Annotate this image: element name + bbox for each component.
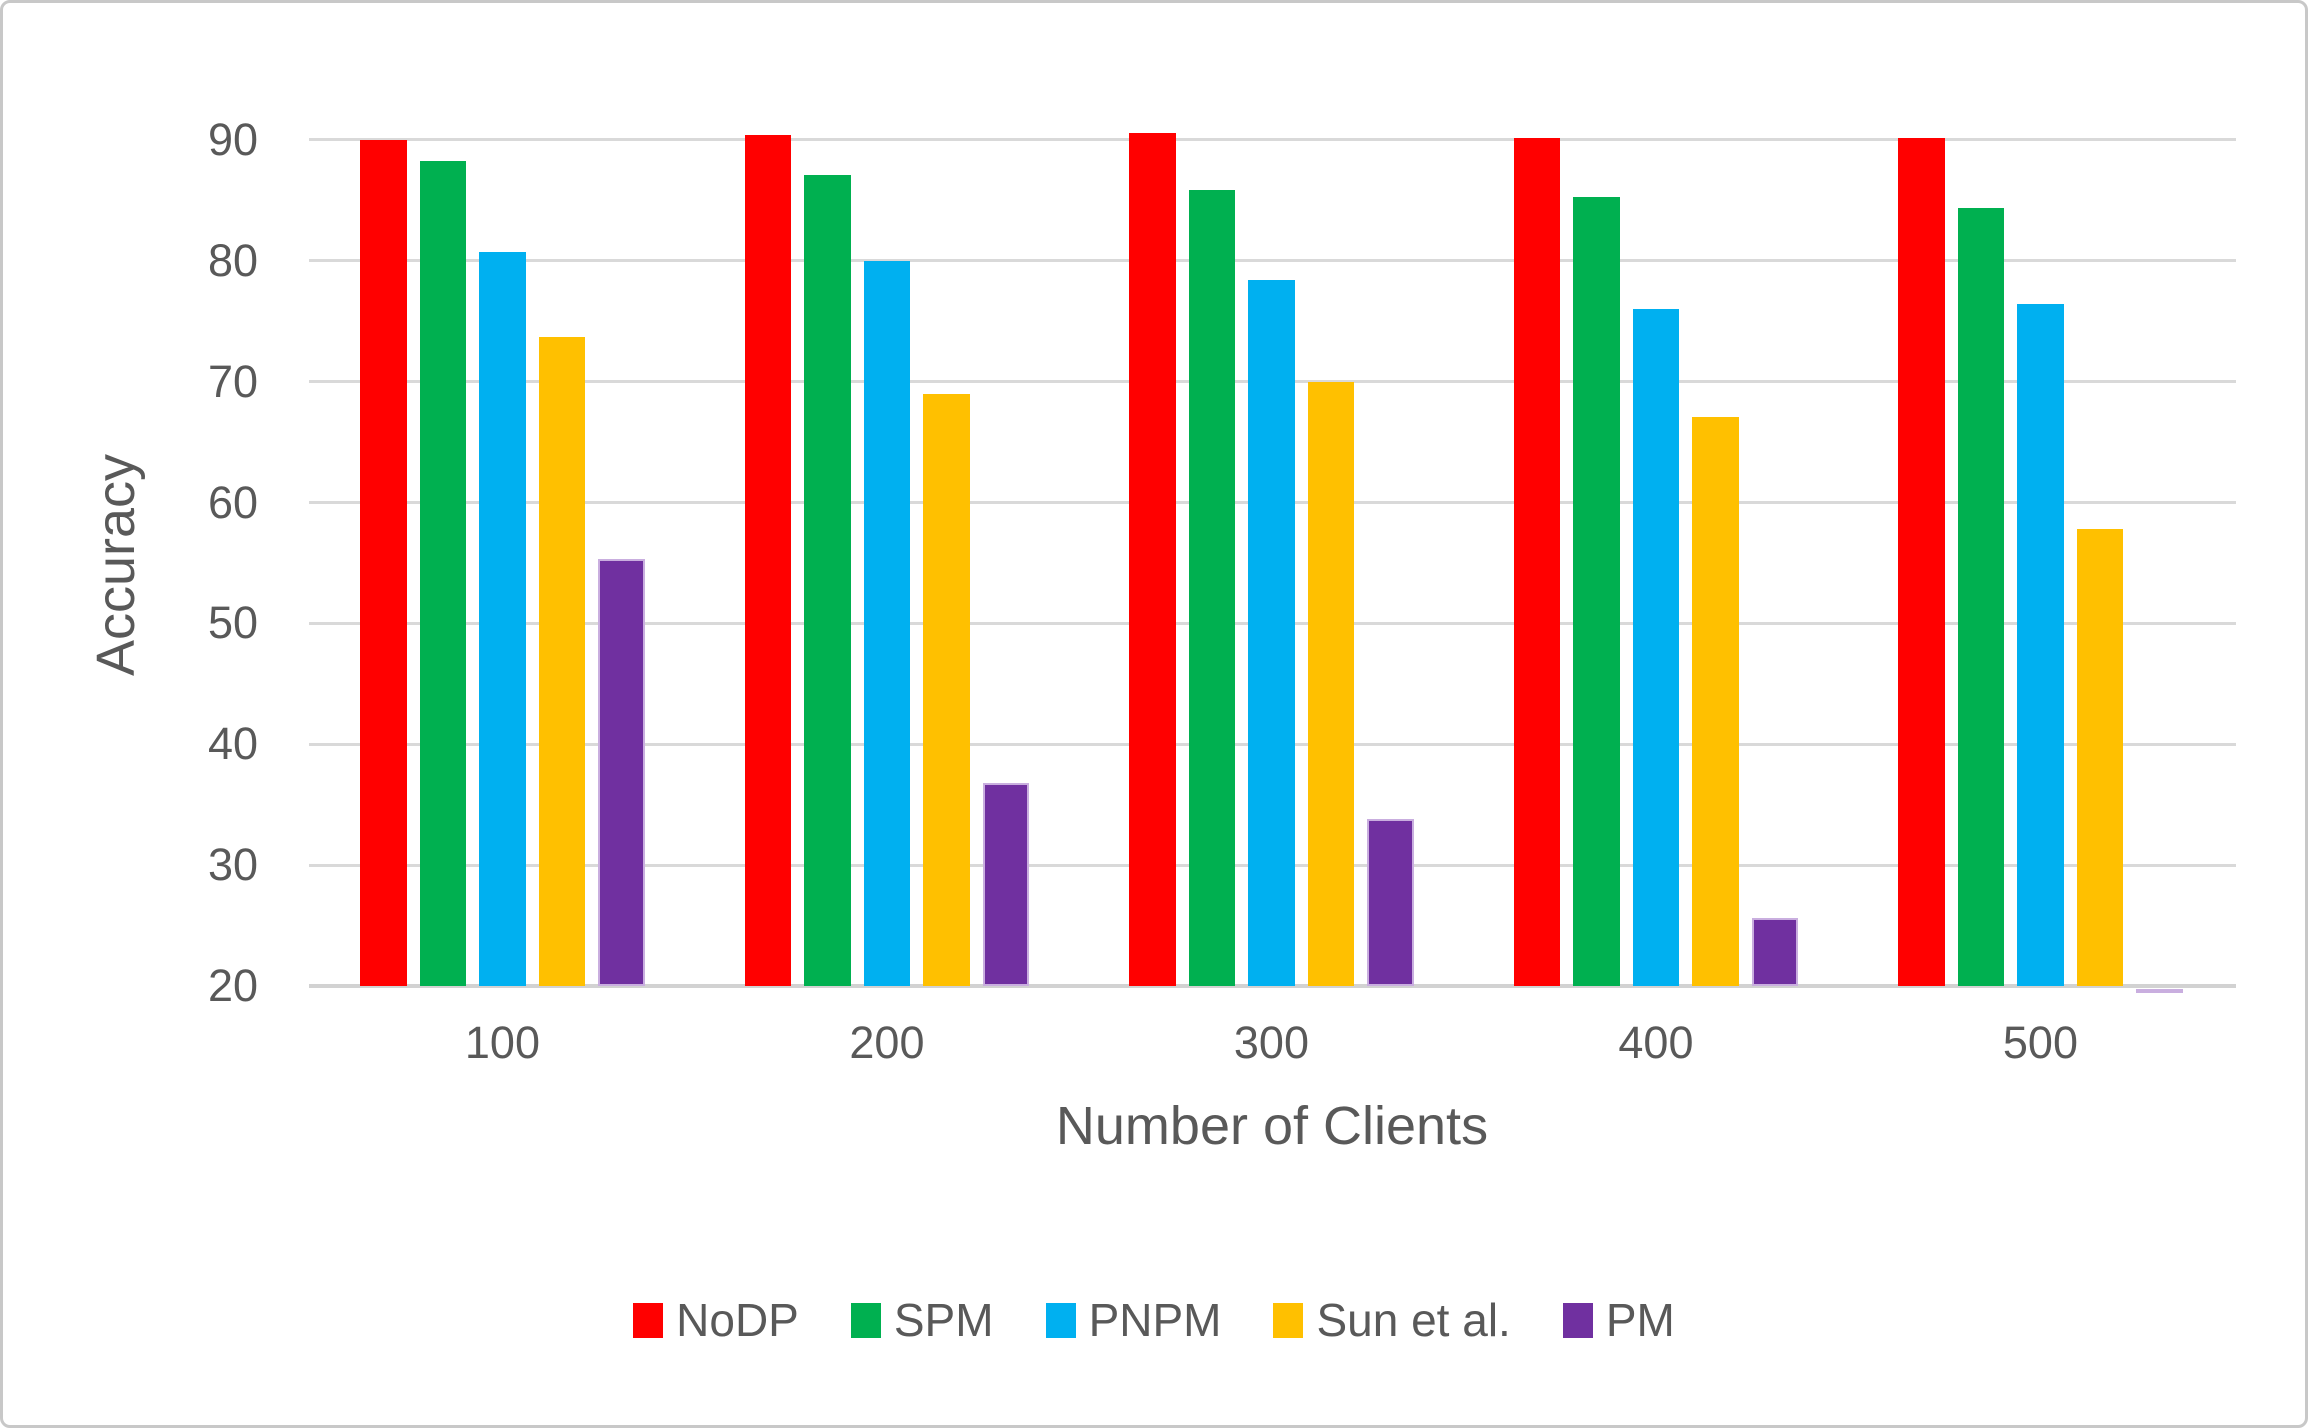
y-tick-label-30: 30 bbox=[207, 839, 258, 891]
bar-pnpm-400 bbox=[1632, 309, 1680, 986]
bar-nodp-500 bbox=[1898, 137, 1945, 986]
y-tick-label-60: 60 bbox=[207, 476, 258, 528]
legend-swatch-pnpm bbox=[1045, 1302, 1076, 1338]
legend-label-pm: PM bbox=[1605, 1294, 1675, 1346]
x-tick-label-100: 100 bbox=[464, 1017, 540, 1068]
legend-label-pnpm: PNPM bbox=[1088, 1294, 1222, 1346]
bar-pm-300 bbox=[1367, 819, 1414, 986]
y-tick-label-50: 50 bbox=[207, 597, 258, 649]
bar-sun-et-al-100 bbox=[538, 336, 586, 986]
bar-pm-100 bbox=[598, 559, 645, 986]
legend-swatch-spm bbox=[850, 1302, 881, 1338]
legend-swatch-sun-et-al bbox=[1273, 1302, 1304, 1338]
gridline-80 bbox=[309, 259, 2236, 263]
legend-swatch-pm bbox=[1562, 1302, 1593, 1338]
y-tick-label-40: 40 bbox=[207, 718, 258, 770]
chart-legend: NoDP SPM PNPM Sun et al. PM bbox=[3, 1293, 2305, 1347]
bar-pm-500 bbox=[2136, 989, 2183, 993]
bar-sun-et-al-300 bbox=[1307, 381, 1355, 986]
legend-item-pnpm: PNPM bbox=[1045, 1293, 1222, 1347]
y-tick-label-80: 80 bbox=[207, 234, 258, 286]
legend-item-sun-et-al: Sun et al. bbox=[1273, 1293, 1511, 1347]
legend-item-nodp: NoDP bbox=[633, 1293, 799, 1347]
bar-pm-200 bbox=[982, 782, 1030, 986]
y-tick-label-20: 20 bbox=[207, 960, 258, 1011]
bar-sun-et-al-200 bbox=[923, 393, 970, 986]
x-tick-label-300: 300 bbox=[1233, 1017, 1309, 1068]
bar-pnpm-200 bbox=[863, 260, 911, 986]
y-axis-title: Accuracy bbox=[86, 453, 146, 677]
bar-spm-400 bbox=[1573, 196, 1620, 986]
bar-pnpm-300 bbox=[1248, 280, 1295, 986]
x-tick-label-500: 500 bbox=[2002, 1017, 2078, 1068]
bar-pnpm-100 bbox=[479, 252, 526, 986]
x-axis-title: Number of Clients bbox=[1055, 1096, 1489, 1156]
legend-swatch-nodp bbox=[633, 1302, 664, 1338]
bar-spm-500 bbox=[1957, 207, 2005, 986]
bar-spm-300 bbox=[1188, 189, 1236, 986]
legend-label-spm: SPM bbox=[893, 1294, 994, 1346]
legend-item-pm: PM bbox=[1562, 1293, 1675, 1347]
bar-nodp-400 bbox=[1513, 137, 1560, 986]
bar-nodp-200 bbox=[744, 135, 791, 986]
bar-sun-et-al-500 bbox=[2076, 529, 2124, 986]
bar-nodp-100 bbox=[360, 139, 407, 986]
y-tick-label-70: 70 bbox=[207, 355, 258, 407]
bar-nodp-300 bbox=[1129, 132, 1176, 986]
x-axis-line bbox=[309, 984, 2236, 988]
y-tick-label-90: 90 bbox=[207, 113, 258, 165]
gridline-90 bbox=[309, 138, 2236, 142]
bar-pm-400 bbox=[1751, 918, 1799, 986]
bar-pnpm-500 bbox=[2017, 304, 2064, 986]
bar-sun-et-al-400 bbox=[1692, 416, 1739, 986]
bar-spm-200 bbox=[804, 175, 851, 986]
legend-label-nodp: NoDP bbox=[676, 1294, 799, 1346]
x-tick-label-200: 200 bbox=[849, 1017, 925, 1068]
legend-label-sun-et-al: Sun et al. bbox=[1316, 1294, 1511, 1346]
bar-spm-100 bbox=[419, 160, 467, 986]
x-tick-label-400: 400 bbox=[1618, 1017, 1694, 1068]
legend-item-spm: SPM bbox=[850, 1293, 994, 1347]
